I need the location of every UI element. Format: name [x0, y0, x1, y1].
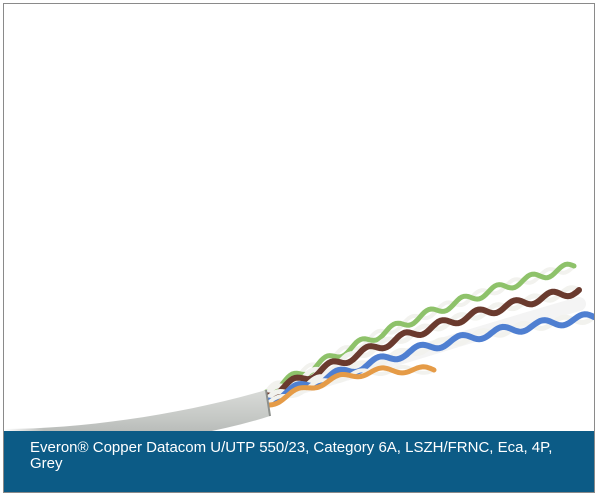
product-image-frame: Everon® Copper Datacom U/UTP 550/23, Cat…: [3, 3, 595, 493]
pair-colored-strand-1: [263, 287, 582, 399]
product-caption: Everon® Copper Datacom U/UTP 550/23, Cat…: [30, 439, 553, 472]
pair-colored-strand-0: [263, 261, 577, 396]
twisted-pairs: [263, 261, 594, 408]
pair-colored-strand-3: [263, 364, 437, 408]
caption-bar: Everon® Copper Datacom U/UTP 550/23, Cat…: [4, 431, 594, 492]
cable-icon: [4, 261, 594, 434]
